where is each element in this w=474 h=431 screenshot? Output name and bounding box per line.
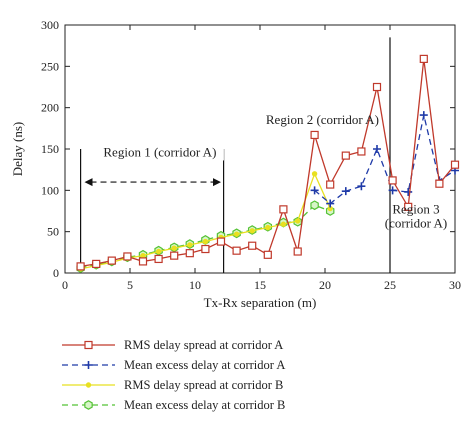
series-1-point bbox=[154, 254, 163, 264]
series-1-point bbox=[216, 237, 226, 246]
series-3-point bbox=[249, 228, 255, 234]
annotation-4: (corridor A) bbox=[385, 216, 447, 231]
series-2-line bbox=[314, 114, 456, 205]
legend-label: RMS delay spread at corridor A bbox=[124, 338, 283, 352]
y-tick-label: 150 bbox=[41, 142, 59, 156]
legend-swatch-marker bbox=[84, 340, 93, 350]
series-1-point bbox=[279, 205, 288, 214]
series-1-point bbox=[138, 257, 148, 266]
series-2-point bbox=[341, 187, 350, 196]
legend-label: RMS delay spread at corridor B bbox=[124, 378, 283, 392]
series-1-point bbox=[123, 252, 132, 261]
x-tick-label: 20 bbox=[319, 278, 331, 292]
series-1-point bbox=[419, 54, 428, 63]
series-3-point bbox=[265, 224, 271, 231]
series-2-point bbox=[357, 182, 366, 191]
series-1-point bbox=[388, 176, 397, 185]
annotation-3: Region 3 bbox=[392, 201, 439, 216]
legend-entry-4: Mean excess delay at corridor B bbox=[62, 398, 285, 412]
series-2-point bbox=[388, 186, 397, 195]
series-3-point bbox=[280, 221, 287, 227]
y-tick-label: 250 bbox=[41, 59, 59, 73]
legend-entry-3: RMS delay spread at corridor B bbox=[62, 378, 283, 392]
legend-entry-1: RMS delay spread at corridor A bbox=[62, 338, 283, 352]
annotation-2: Region 2 (corridor A) bbox=[266, 112, 379, 127]
x-tick-label: 25 bbox=[384, 278, 396, 292]
legend-swatch-marker bbox=[84, 361, 93, 369]
y-tick-label: 300 bbox=[41, 18, 59, 32]
series-1-point bbox=[107, 256, 116, 265]
series-1-point bbox=[293, 247, 302, 256]
y-tick-label: 100 bbox=[41, 183, 59, 197]
series-1-point bbox=[326, 180, 335, 189]
annotation-1: Region 1 (corridor A) bbox=[103, 144, 216, 159]
series-3-point bbox=[140, 252, 146, 259]
series-3-point bbox=[311, 171, 318, 177]
series-1-point bbox=[357, 147, 366, 156]
series-3-line bbox=[80, 172, 331, 270]
x-tick-label: 0 bbox=[62, 278, 68, 292]
series-2-point bbox=[419, 111, 428, 120]
series-1-point bbox=[185, 249, 194, 258]
series-1-point bbox=[170, 251, 179, 260]
region1-arrow-right-head bbox=[213, 178, 221, 187]
series-3 bbox=[77, 171, 333, 272]
series-3-point bbox=[202, 238, 209, 245]
series-1-point bbox=[372, 82, 382, 92]
legend-swatch-marker bbox=[85, 382, 92, 388]
x-axis-label: Tx-Rx separation (m) bbox=[204, 295, 317, 310]
series-1-point bbox=[92, 259, 101, 269]
region1-arrow-left-head bbox=[84, 178, 93, 187]
series-1-point bbox=[435, 179, 444, 188]
series-3-point bbox=[171, 245, 177, 251]
y-axis-label: Delay (ns) bbox=[10, 122, 25, 177]
series-1-point bbox=[450, 160, 460, 169]
y-tick-label: 200 bbox=[41, 101, 59, 115]
series-1-point bbox=[263, 250, 272, 259]
x-tick-label: 10 bbox=[189, 278, 201, 292]
legend-swatch-marker bbox=[84, 400, 93, 410]
series-2 bbox=[310, 111, 459, 208]
series-2-point bbox=[310, 186, 319, 195]
series-2-point bbox=[404, 187, 413, 196]
series-3-point bbox=[187, 242, 193, 248]
legend-entry-2: Mean excess delay at corridor A bbox=[62, 358, 285, 372]
series-4-point bbox=[310, 200, 319, 211]
series-3-point bbox=[295, 218, 301, 224]
y-tick-label: 50 bbox=[47, 225, 59, 239]
x-tick-label: 15 bbox=[254, 278, 266, 292]
series-1-point bbox=[248, 241, 257, 250]
series-1-point bbox=[232, 246, 241, 255]
x-tick-label: 30 bbox=[449, 278, 461, 292]
legend-label: Mean excess delay at corridor A bbox=[124, 358, 285, 372]
series-3-point bbox=[233, 231, 240, 237]
x-tick-label: 5 bbox=[127, 278, 133, 292]
series-2-point bbox=[373, 145, 381, 153]
series-1-point bbox=[341, 151, 350, 160]
series-1-point bbox=[76, 262, 85, 271]
annotation-1-background bbox=[95, 143, 224, 161]
series-1-point bbox=[404, 202, 413, 211]
series-2-point bbox=[326, 199, 335, 208]
legend-label: Mean excess delay at corridor B bbox=[124, 398, 285, 412]
y-tick-label: 0 bbox=[53, 266, 59, 280]
series-1-line bbox=[80, 58, 456, 268]
series-1-point bbox=[201, 244, 210, 254]
series-1 bbox=[76, 54, 460, 271]
series-1-point bbox=[310, 130, 319, 140]
series-3-point bbox=[155, 248, 162, 255]
